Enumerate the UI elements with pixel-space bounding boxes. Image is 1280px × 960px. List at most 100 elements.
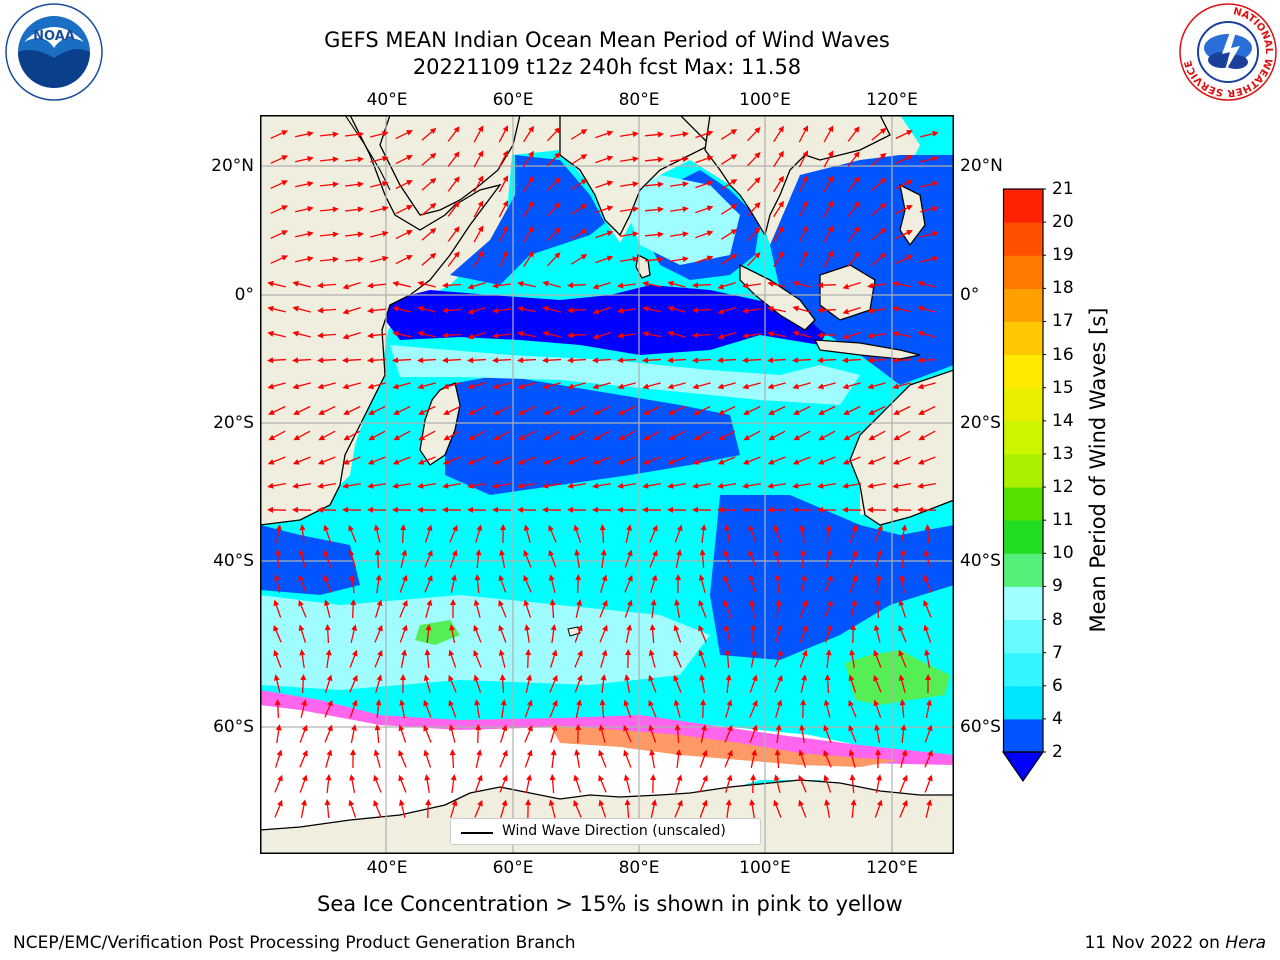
wave-direction-arrowhead: [332, 131, 339, 138]
wave-direction-arrowhead: [542, 459, 550, 465]
wave-direction-arrowhead: [298, 624, 305, 632]
wave-direction-arrowhead: [268, 409, 275, 415]
wave-direction-arrowhead: [299, 524, 306, 531]
lat-tick-right-20s: 20°S: [960, 413, 1001, 433]
wave-direction-arrowhead: [374, 549, 381, 556]
wave-direction-arrowhead: [617, 332, 624, 339]
lon-tick-bottom-40e: 40°E: [366, 858, 408, 878]
wave-direction-arrowhead: [525, 649, 532, 656]
wave-direction-arrowhead: [350, 749, 357, 756]
wave-direction-arrowhead: [801, 674, 808, 681]
wave-direction-arrowhead: [528, 200, 534, 208]
wave-direction-arrowhead: [754, 127, 761, 134]
wave-direction-arrowhead: [801, 574, 807, 581]
wave-direction-arrowhead: [498, 599, 504, 607]
wave-direction-arrowhead: [323, 599, 330, 606]
wave-direction-arrowhead: [348, 549, 355, 557]
wave-direction-arrowhead: [292, 280, 299, 287]
wave-direction-arrowhead: [325, 649, 332, 656]
colorbar-cell: [1003, 189, 1043, 223]
wave-direction-arrowhead: [776, 624, 783, 632]
wave-direction-arrowhead: [792, 383, 799, 390]
wave-direction-arrowhead: [800, 549, 807, 556]
wave-direction-arrowhead: [307, 155, 314, 162]
wave-direction-arrowhead: [492, 383, 499, 390]
colorbar: [1001, 188, 1046, 783]
wave-direction-arrowhead: [577, 649, 583, 657]
wave-direction-arrowhead: [726, 774, 733, 782]
wave-direction-arrowhead: [592, 506, 599, 513]
wave-direction-arrowhead: [643, 434, 651, 441]
wave-direction-arrowhead: [318, 409, 325, 415]
wave-direction-arrowhead: [853, 251, 860, 258]
wave-direction-arrowhead: [475, 549, 482, 556]
wave-direction-arrowhead: [548, 549, 555, 557]
wave-direction-arrowhead: [754, 152, 761, 159]
wave-direction-arrowhead: [800, 699, 807, 706]
light-cyan-swath-2: [260, 595, 710, 690]
wave-direction-arrowhead: [932, 255, 939, 262]
wave-direction-arrowhead: [893, 409, 900, 415]
wave-direction-arrowhead: [429, 127, 437, 135]
lon-tick-top-100e: 100°E: [739, 90, 791, 110]
wave-direction-arrowhead: [767, 383, 774, 390]
wave-direction-arrowhead: [418, 434, 426, 441]
wave-direction-arrowhead: [693, 409, 700, 415]
wave-direction-arrowhead: [502, 150, 509, 157]
wave-direction-arrowhead: [617, 307, 624, 314]
wave-direction-arrowhead: [367, 383, 374, 390]
wave-direction-arrowhead: [668, 434, 676, 441]
wave-direction-arrowhead: [417, 482, 424, 489]
wave-direction-arrowhead: [773, 799, 780, 807]
wave-direction-arrowhead: [367, 459, 375, 465]
wave-direction-arrowhead: [382, 255, 389, 262]
wave-direction-arrowhead: [601, 649, 608, 657]
wave-direction-arrowhead: [717, 383, 724, 390]
wave-direction-arrowhead: [892, 331, 899, 337]
wave-direction-arrowhead: [742, 482, 749, 489]
wave-direction-arrowhead: [599, 699, 606, 706]
wave-direction-arrowhead: [429, 227, 437, 235]
lon-tick-bottom-80e: 80°E: [618, 858, 660, 878]
wave-direction-arrowhead: [917, 280, 925, 287]
wave-direction-arrowhead: [301, 774, 308, 782]
wave-direction-arrowhead: [892, 459, 900, 465]
wave-direction-arrowhead: [301, 724, 308, 732]
wave-direction-arrowhead: [392, 280, 399, 287]
wave-direction-arrowhead: [817, 332, 824, 339]
wave-direction-arrowhead: [323, 574, 330, 582]
graticule: [260, 115, 954, 854]
wave-direction-arrowhead: [277, 799, 283, 807]
wave-direction-arrowhead: [817, 357, 824, 364]
wave-direction-arrowhead: [525, 799, 532, 806]
wave-direction-arrowhead: [473, 624, 479, 632]
wave-direction-arrowhead: [754, 202, 761, 209]
wave-direction-arrowhead: [632, 231, 639, 238]
wave-direction-arrowhead: [475, 724, 482, 731]
wave-direction-arrowhead: [292, 482, 299, 489]
wave-direction-arrowhead: [452, 524, 458, 532]
lat-tick-right-0: 0°: [960, 285, 980, 305]
wave-direction-arrowhead: [606, 255, 614, 262]
wave-direction-arrowhead: [342, 383, 349, 390]
wave-direction-arrowhead: [429, 177, 437, 185]
noaa-logo-text: NOAA: [33, 29, 75, 44]
lon-tick-bottom-100e: 100°E: [739, 858, 791, 878]
wave-direction-arrowhead: [642, 357, 649, 364]
wave-direction-arrowhead: [650, 599, 657, 606]
wave-direction-arrowhead: [802, 200, 809, 207]
wave-direction-arrowhead: [932, 205, 939, 212]
wave-direction-arrowhead: [417, 305, 424, 312]
wave-direction-arrowhead: [748, 524, 754, 532]
wave-direction-arrowhead: [425, 624, 432, 631]
colorbar-tick-label: 4: [1052, 708, 1063, 729]
wave-direction-arrowhead: [451, 799, 458, 807]
wave-direction-arrowhead: [706, 180, 714, 187]
wave-direction-arrowhead: [706, 255, 714, 262]
wave-direction-arrowhead: [674, 599, 681, 606]
wave-direction-arrowhead: [926, 699, 932, 706]
wave-direction-arrowhead: [392, 330, 399, 337]
wave-direction-arrowhead: [874, 599, 881, 606]
wave-direction-arrowhead: [442, 282, 449, 289]
wave-direction-arrowhead: [373, 524, 380, 531]
